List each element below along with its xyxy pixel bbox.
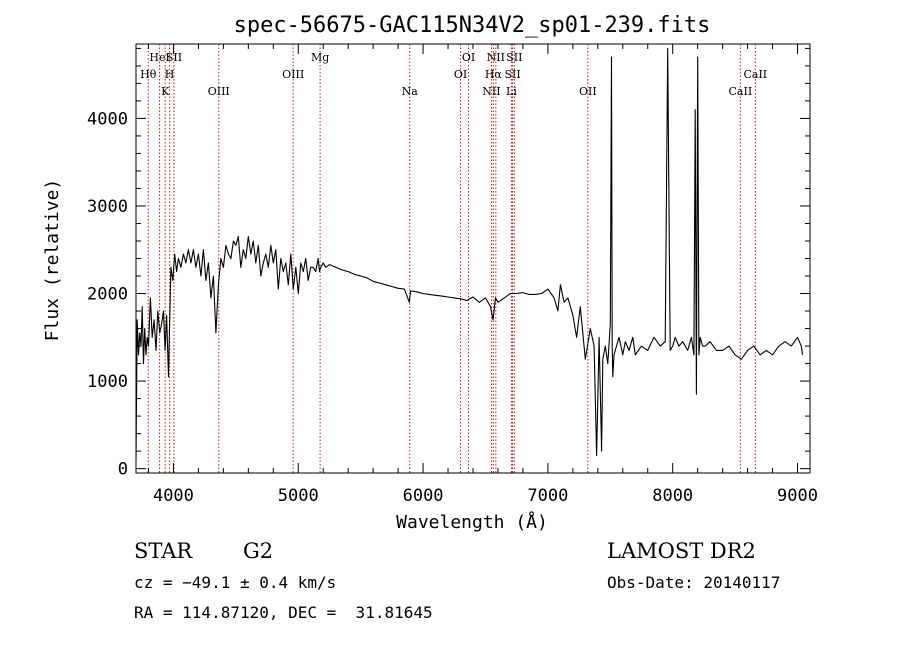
line-label-12: NII <box>487 51 505 64</box>
object-subclass: G2 <box>243 539 274 563</box>
line-label-19: CaII <box>743 68 767 81</box>
line-label-16: Li <box>506 85 517 98</box>
line-label-1: HeI <box>149 51 169 64</box>
line-label-2: K <box>161 85 170 98</box>
line-label-17: OII <box>579 85 597 98</box>
survey-name: LAMOST DR2 <box>607 539 756 563</box>
line-label-9: OI <box>454 68 467 81</box>
line-label-3: SII <box>166 51 182 64</box>
line-label-6: OIII <box>282 68 304 81</box>
x-tick-label-0: 4000 <box>153 486 194 506</box>
line-label-15: SII <box>506 51 522 64</box>
x-tick-label-4: 8000 <box>652 486 693 506</box>
spectrum-line-0 <box>135 47 804 460</box>
line-label-18: CaII <box>729 85 753 98</box>
x-tick-label-2: 6000 <box>403 486 444 506</box>
y-tick-label-4: 4000 <box>87 109 128 129</box>
y-tick-label-2: 2000 <box>87 285 128 305</box>
line-label-0: Hθ <box>140 68 157 81</box>
line-label-7: Mg <box>311 51 329 64</box>
y-axis-label: Flux (relative) <box>42 179 63 342</box>
coordinates-text: RA = 114.87120, DEC = 31.81645 <box>134 603 433 622</box>
line-label-11: NII <box>482 85 500 98</box>
line-label-10: OI <box>462 51 475 64</box>
line-label-14: SII <box>504 68 520 81</box>
object-class: STAR <box>134 539 193 563</box>
obs-date-text: Obs-Date: 20140117 <box>607 573 781 592</box>
line-label-13: Hα <box>485 68 503 81</box>
x-tick-label-1: 5000 <box>278 486 319 506</box>
line-label-8: Na <box>402 85 419 98</box>
redshift-text: cz = −49.1 ± 0.4 km/s <box>134 573 337 592</box>
y-tick-label-3: 3000 <box>87 197 128 217</box>
plot-frame <box>135 43 811 474</box>
y-tick-label-1: 1000 <box>87 372 128 392</box>
x-tick-label-5: 9000 <box>777 486 818 506</box>
x-tick-label-3: 7000 <box>527 486 568 506</box>
line-label-5: OIII <box>208 85 230 98</box>
chart-title: spec-56675-GAC115N34V2_sp01-239.fits <box>234 13 711 38</box>
line-label-4: H <box>165 68 175 81</box>
y-tick-label-0: 0 <box>118 460 128 480</box>
x-axis-label: Wavelength (Å) <box>396 511 548 533</box>
